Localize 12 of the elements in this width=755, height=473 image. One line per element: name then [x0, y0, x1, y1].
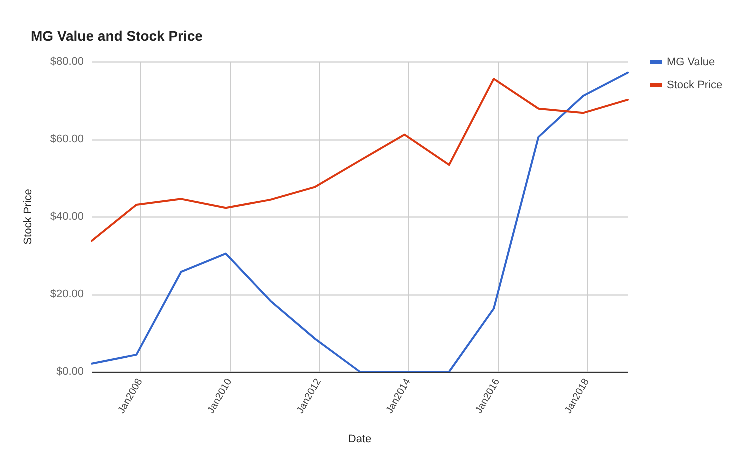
y-tick-label: $0.00 — [56, 366, 84, 378]
line-series — [91, 72, 629, 373]
chart-title: MG Value and Stock Price — [31, 28, 204, 44]
x-axis-title: Date — [348, 434, 372, 446]
legend-label: Stock Price — [667, 80, 723, 92]
y-tick-label: $20.00 — [50, 288, 84, 300]
y-tick-label: $40.00 — [50, 211, 84, 223]
y-tick-label: $80.00 — [50, 56, 84, 68]
y-tick-label: $60.00 — [50, 134, 84, 146]
line-series — [91, 78, 629, 242]
y-axis-title: Stock Price — [22, 189, 34, 245]
legend-label: MG Value — [667, 56, 716, 68]
